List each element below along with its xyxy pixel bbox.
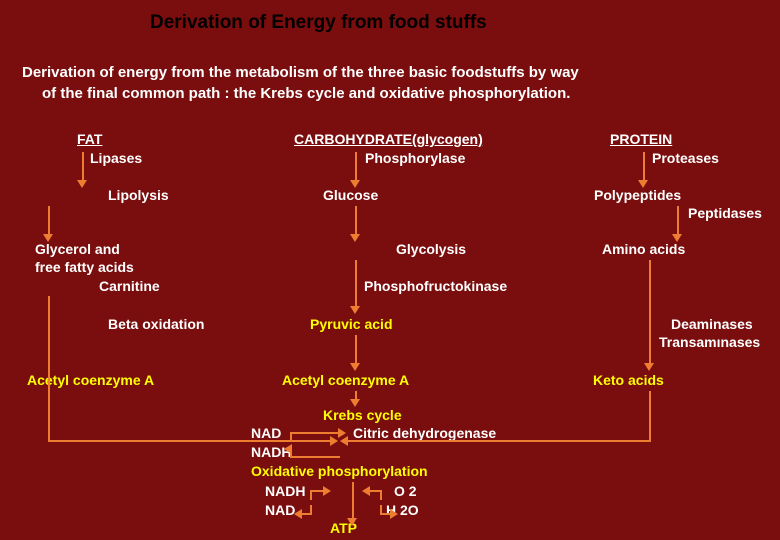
carb-glycolysis: Glycolysis [396,241,466,257]
fat-beta-oxidation: Beta oxidation [108,316,204,332]
fat-carnitine: Carnitine [99,278,160,294]
arrow-line [48,206,50,236]
arrow-line [290,456,340,458]
arrow-head-icon [347,518,357,526]
final-citric: Citric dehydrogenase [353,425,496,441]
arrow-line [290,432,340,434]
fat-acetyl-coa: Acetyl coenzyme A [27,372,154,388]
arrow-line [82,152,84,182]
protein-transaminases: Transamınases [659,334,760,350]
protein-peptidases: Peptidases [688,205,762,221]
arrow-line [352,482,354,520]
arrow-line [48,296,50,441]
arrow-head-icon [350,180,360,188]
arrow-head-icon [350,399,360,407]
protein-keto-acids: Keto acids [593,372,664,388]
arrow-line [677,206,679,236]
arrow-line [348,440,651,442]
arrow-head-icon [350,363,360,371]
carb-pyruvic: Pyruvic acid [310,316,393,332]
arrow-head-icon [77,180,87,188]
arrow-head-icon [638,180,648,188]
protein-polypeptides: Polypeptides [594,187,681,203]
arrow-line [368,490,382,492]
arrow-line [355,335,357,365]
carb-acetyl-coa: Acetyl coenzyme A [282,372,409,388]
final-nad1: NAD [251,425,281,441]
arrow-line [649,391,651,441]
arrow-head-icon [284,444,292,454]
protein-amino-acids: Amino acids [602,241,685,257]
arrow-line [355,206,357,236]
protein-header: PROTEIN [610,131,672,147]
arrow-line [649,260,651,365]
carb-phosphorylase: Phosphorylase [365,150,465,166]
arrow-head-icon [644,363,654,371]
final-nadh2: NADH [265,483,305,499]
fat-header: FAT [77,131,102,147]
subtitle-line1: Derivation of energy from the metabolism… [22,63,579,83]
carb-pfk: Phosphofructokinase [364,278,507,294]
arrow-line [355,260,357,308]
arrow-head-icon [350,306,360,314]
carb-glucose: Glucose [323,187,378,203]
arrow-head-icon [362,486,370,496]
fat-lipases: Lipases [90,150,142,166]
arrow-head-icon [330,436,338,446]
final-o2: O 2 [394,483,417,499]
final-krebs: Krebs cycle [323,407,402,423]
fat-glycerol-l1: Glycerol and [35,241,120,257]
final-nad2: NAD [265,502,295,518]
arrow-head-icon [294,509,302,519]
arrow-head-icon [390,509,398,519]
protein-proteases: Proteases [652,150,719,166]
arrow-line [643,152,645,182]
fat-glycerol-l2: free fatty acids [35,259,134,275]
arrow-head-icon [338,428,346,438]
arrow-head-icon [43,234,53,242]
page-title: Derivation of Energy from food stuffs [150,12,487,34]
arrow-line [355,152,357,182]
fat-lipolysis: Lipolysis [108,187,169,203]
carb-header: CARBOHYDRATE(glycogen) [294,131,483,147]
arrow-head-icon [672,234,682,242]
protein-deaminases: Deaminases [671,316,753,332]
final-oxphos: Oxidative phosphorylation [251,463,428,479]
arrow-head-icon [323,486,331,496]
arrow-head-icon [350,234,360,242]
subtitle-line2: of the final common path : the Krebs cyc… [42,84,570,104]
